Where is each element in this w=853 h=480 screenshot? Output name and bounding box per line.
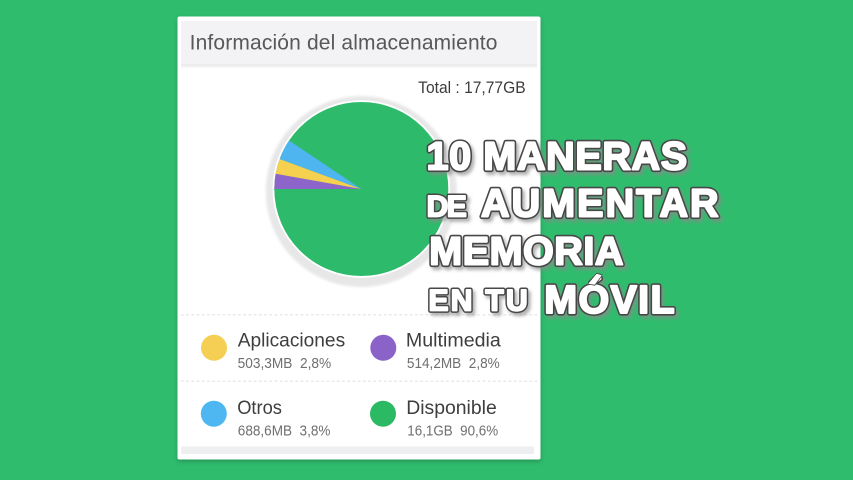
svg-text:DE: DE <box>427 190 466 223</box>
svg-text:EN TU: EN TU <box>429 285 531 318</box>
svg-text:514,2MB 2,8%: 514,2MB 2,8% <box>407 355 500 372</box>
svg-text:AUMENTAR: AUMENTAR <box>481 181 721 225</box>
svg-text:Total : 17,77GB: Total : 17,77GB <box>418 78 526 97</box>
svg-text:MÓVIL: MÓVIL <box>544 278 676 322</box>
svg-text:688,6MB 3,8%: 688,6MB 3,8% <box>238 423 331 440</box>
svg-text:Disponible: Disponible <box>406 398 497 419</box>
svg-text:Otros: Otros <box>237 397 282 418</box>
svg-text:Multimedia: Multimedia <box>406 331 501 352</box>
svg-text:MEMORIA: MEMORIA <box>429 229 624 273</box>
svg-text:503,3MB 2,8%: 503,3MB 2,8% <box>238 355 332 372</box>
svg-text:10 MANERAS: 10 MANERAS <box>427 135 688 179</box>
svg-text:MEMORIA: MEMORIA <box>429 229 624 273</box>
svg-text:DE: DE <box>427 190 466 223</box>
svg-text:Aplicaciones: Aplicaciones <box>238 330 345 351</box>
svg-text:10 MANERAS: 10 MANERAS <box>427 135 688 179</box>
svg-text:Información del almacenamiento: Información del almacenamiento <box>190 31 498 54</box>
svg-text:16,1GB 90,6%: 16,1GB 90,6% <box>407 423 498 440</box>
svg-text:MÓVIL: MÓVIL <box>544 278 676 322</box>
svg-text:AUMENTAR: AUMENTAR <box>481 181 721 225</box>
svg-text:EN TU: EN TU <box>429 285 531 318</box>
